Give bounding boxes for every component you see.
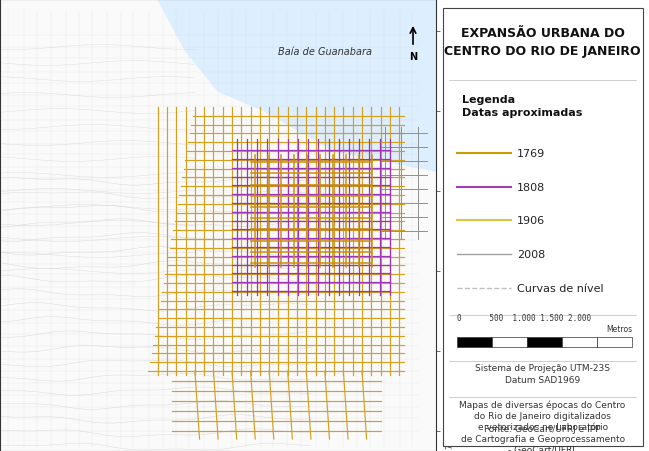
- Text: Baía de Guanabara: Baía de Guanabara: [278, 47, 372, 57]
- Text: 1808: 1808: [517, 182, 545, 192]
- Text: 2008: 2008: [517, 250, 545, 260]
- Text: Sistema de Projeção UTM-23S
Datum SAD1969: Sistema de Projeção UTM-23S Datum SAD196…: [475, 363, 610, 384]
- Text: 1906: 1906: [517, 216, 545, 226]
- Bar: [562, 337, 597, 347]
- Bar: [458, 337, 493, 347]
- Text: 1769: 1769: [517, 148, 545, 158]
- Bar: [527, 337, 562, 347]
- Bar: [597, 337, 632, 347]
- Text: 0      500  1.000 1.500 2.000: 0 500 1.000 1.500 2.000: [458, 313, 592, 322]
- Text: N: N: [409, 52, 417, 62]
- Text: Legenda
Datas aproximadas: Legenda Datas aproximadas: [461, 95, 582, 118]
- Text: Curvas de nível: Curvas de nível: [517, 284, 604, 294]
- Text: Metros: Metros: [606, 325, 632, 334]
- Text: Mapas de diversas épocas do Centro
do Rio de Janeiro digitalizados
e vetorizados: Mapas de diversas épocas do Centro do Ri…: [459, 399, 626, 451]
- Text: EXPANSÃO URBANA DO
CENTRO DO RIO DE JANEIRO: EXPANSÃO URBANA DO CENTRO DO RIO DE JANE…: [445, 27, 641, 58]
- Bar: [493, 337, 527, 347]
- Text: Fonte: GeoCart/UFRJ e IPP: Fonte: GeoCart/UFRJ e IPP: [484, 424, 601, 433]
- Polygon shape: [158, 0, 436, 172]
